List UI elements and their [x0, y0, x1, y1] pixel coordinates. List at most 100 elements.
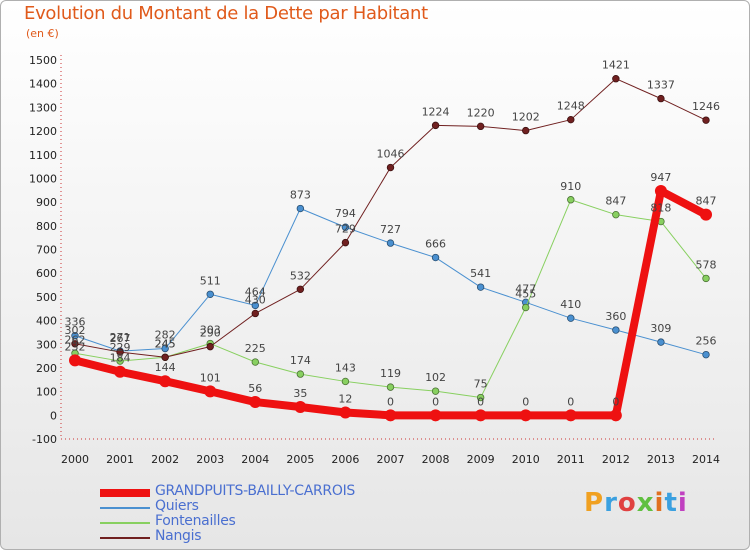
x-tick-label: 2001 [106, 453, 134, 466]
data-label: 225 [245, 342, 266, 355]
data-label: 1220 [467, 106, 495, 119]
data-point [206, 342, 214, 351]
data-label: 0 [477, 395, 484, 408]
data-point [341, 377, 350, 386]
data-point [114, 365, 127, 378]
data-point [161, 344, 169, 353]
data-label: 0 [612, 395, 619, 408]
y-tick-label: 400 [36, 315, 57, 328]
data-label: 143 [335, 361, 356, 374]
data-label: 245 [155, 337, 176, 350]
data-point [476, 393, 485, 402]
data-point [700, 208, 712, 221]
data-point [386, 163, 395, 172]
data-point [657, 338, 665, 346]
legend-swatch [100, 489, 150, 497]
x-tick-label: 2011 [557, 453, 585, 466]
data-point [564, 409, 577, 422]
y-tick-label: 1400 [29, 78, 57, 91]
data-label: 267 [110, 332, 131, 345]
data-point [116, 357, 124, 365]
data-point [657, 94, 665, 103]
data-point [654, 184, 667, 197]
y-tick-label: 800 [36, 220, 57, 233]
x-tick-label: 2006 [331, 453, 359, 466]
y-tick-label: 1100 [29, 149, 57, 162]
data-label: 1046 [377, 148, 405, 161]
data-point [116, 348, 124, 356]
logo-letter: t [664, 488, 678, 518]
data-label: 271 [110, 331, 131, 344]
data-point [159, 375, 172, 388]
x-tick-label: 2000 [61, 453, 89, 466]
data-point [431, 387, 440, 395]
data-label: 818 [650, 202, 671, 215]
x-tick-label: 2003 [196, 453, 224, 466]
y-tick-label: 100 [36, 386, 57, 399]
y-tick-label: 200 [36, 362, 57, 375]
data-label: 532 [290, 269, 311, 282]
data-label: 847 [696, 195, 717, 208]
data-point [567, 196, 575, 204]
data-label: 75 [474, 378, 488, 391]
data-point [522, 303, 530, 312]
y-tick-label: -100 [32, 433, 57, 446]
y-tick-label: 0 [50, 409, 57, 422]
y-tick-label: 300 [36, 338, 57, 351]
logo-letter: x [636, 488, 655, 518]
legend-swatch [100, 537, 150, 539]
y-tick-label: 1000 [29, 172, 57, 185]
data-label: 727 [380, 223, 401, 236]
legend-label: GRANDPUITS-BAILLY-CARROIS [155, 483, 355, 499]
x-tick-label: 2004 [241, 453, 269, 466]
data-label: 302 [65, 324, 86, 337]
data-point [612, 75, 620, 83]
data-label: 729 [335, 223, 356, 236]
axes: -100010020030040050060070080090010001100… [29, 54, 720, 466]
data-label: 56 [248, 382, 262, 395]
data-labels: 336 271 282 511 464 873 794 727 666 541 477 410 360 3… [65, 59, 721, 409]
data-label: 0 [387, 395, 394, 408]
data-point [384, 409, 397, 422]
data-label: 1248 [557, 100, 585, 113]
data-point [609, 409, 622, 422]
line-chart: -100010020030040050060070080090010001100… [29, 54, 721, 466]
data-label: 847 [605, 195, 626, 208]
x-tick-label: 2010 [512, 453, 540, 466]
y-tick-label: 700 [36, 244, 57, 257]
data-point [69, 354, 81, 367]
data-label: 410 [560, 298, 581, 311]
data-label: 0 [522, 395, 529, 408]
data-point [251, 309, 259, 318]
x-tick-label: 2012 [602, 453, 630, 466]
data-label: 102 [425, 371, 446, 384]
data-label: 309 [650, 322, 671, 335]
data-point [296, 204, 305, 213]
data-label: 256 [696, 335, 717, 348]
y-tick-label: 1500 [29, 54, 57, 67]
data-label: 262 [65, 333, 86, 346]
data-label: 184 [110, 352, 131, 365]
data-point [296, 370, 305, 378]
data-label: 174 [290, 354, 311, 367]
legend-swatch [100, 522, 150, 524]
data-label: 35 [293, 387, 307, 400]
legend-label: Fontenailles [155, 513, 236, 529]
data-label: 0 [432, 395, 439, 408]
data-label: 101 [200, 371, 221, 384]
x-tick-label: 2007 [377, 453, 405, 466]
logo-letter: o [617, 488, 637, 518]
data-point [702, 350, 710, 359]
data-point [341, 238, 350, 247]
logo-letter: i [677, 488, 688, 518]
data-label: 873 [290, 189, 311, 202]
data-point [431, 253, 440, 262]
data-point [431, 121, 440, 130]
data-label: 511 [200, 274, 221, 287]
data-label: 229 [110, 341, 131, 354]
y-tick-label: 1200 [29, 125, 57, 138]
data-label: 794 [335, 207, 356, 220]
data-label: 1202 [512, 111, 540, 124]
data-point [519, 409, 532, 422]
data-label: 666 [425, 238, 446, 251]
